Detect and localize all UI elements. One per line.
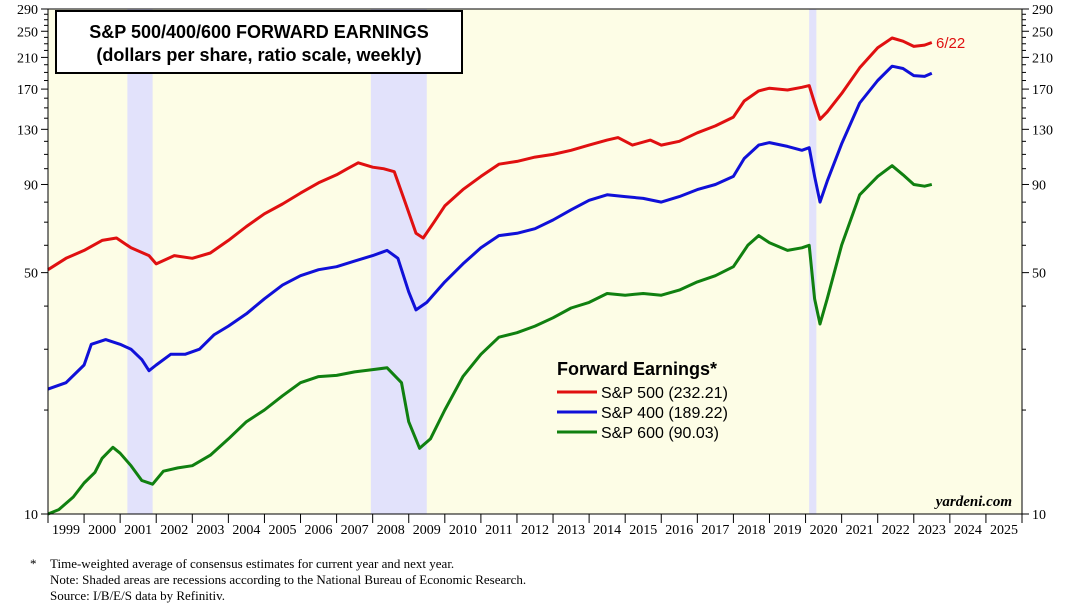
x-tick-label: 2017 <box>701 523 729 538</box>
legend-label: S&P 600 (90.03) <box>601 425 719 442</box>
x-tick-label: 2018 <box>737 523 765 538</box>
x-tick-label: 2025 <box>990 523 1018 538</box>
footnote-line-3: Source: I/B/E/S data by Refinitiv. <box>50 588 225 603</box>
series-line-s-p-600 <box>47 164 933 516</box>
y-tick-label-left: 50 <box>24 267 38 282</box>
y-tick-label-right: 170 <box>1032 83 1053 98</box>
recession-band-1 <box>127 9 153 514</box>
y-tick-label-left: 170 <box>17 83 38 98</box>
x-tick-label: 2006 <box>305 523 333 538</box>
x-tick-label: 2022 <box>882 523 910 538</box>
x-tick-label: 1999 <box>52 523 80 538</box>
x-tick-label: 2012 <box>521 523 549 538</box>
y-tick-label-right: 210 <box>1032 51 1053 66</box>
y-tick-label-left: 250 <box>17 25 38 40</box>
footnote-star: * <box>30 556 37 571</box>
x-tick-label: 2008 <box>377 523 405 538</box>
x-tick-label: 2016 <box>665 523 693 538</box>
y-tick-label-right: 50 <box>1032 267 1046 282</box>
x-tick-label: 2019 <box>774 523 802 538</box>
x-tick-label: 2011 <box>485 523 512 538</box>
x-tick-label: 2020 <box>810 523 838 538</box>
title-box: S&P 500/400/600 FORWARD EARNINGS (dollar… <box>55 10 463 74</box>
y-tick-label-left: 90 <box>24 178 38 193</box>
y-tick-label-left: 130 <box>17 123 38 138</box>
watermark: yardeni.com <box>934 494 1012 510</box>
plot-frame <box>47 8 1023 515</box>
y-tick-label-left: 290 <box>17 3 38 18</box>
x-tick-label: 2013 <box>557 523 585 538</box>
end-date-label: 6/22 <box>936 35 965 52</box>
plot-background <box>48 9 1022 514</box>
legend-title: Forward Earnings* <box>557 359 717 379</box>
x-tick-label: 2005 <box>268 523 296 538</box>
x-tick-label: 2010 <box>449 523 477 538</box>
x-tick-label: 2009 <box>413 523 441 538</box>
y-tick-label-right: 10 <box>1032 508 1046 523</box>
series-line-s-p-500 <box>47 36 933 271</box>
legend-label: S&P 400 (189.22) <box>601 405 728 422</box>
series-lines <box>47 36 933 516</box>
series-line-s-p-400 <box>47 64 933 391</box>
x-tick-label: 2007 <box>341 523 369 538</box>
y-tick-label-right: 130 <box>1032 123 1053 138</box>
x-tick-label: 2001 <box>124 523 152 538</box>
footnote-line-2: Note: Shaded areas are recessions accord… <box>50 572 527 587</box>
x-tick-label: 2014 <box>593 523 621 538</box>
chart-title: S&P 500/400/600 FORWARD EARNINGS <box>89 22 428 42</box>
x-tick-label: 2004 <box>232 523 260 538</box>
forward-earnings-chart: 10 10 50 50 90 90 130 130 170 170 210 210 250 250 290 2… <box>17 3 1053 538</box>
x-tick-label: 2023 <box>918 523 946 538</box>
y-tick-label-right: 250 <box>1032 25 1053 40</box>
y-tick-label-left: 210 <box>17 51 38 66</box>
x-tick-label: 2021 <box>846 523 874 538</box>
y-tick-label-right: 90 <box>1032 178 1046 193</box>
footnotes: * Time-weighted average of consensus esti… <box>30 556 526 604</box>
recession-band-3 <box>809 9 817 514</box>
x-tick-label: 2003 <box>196 523 224 538</box>
x-tick-label: 2000 <box>88 523 116 538</box>
y-tick-label-right: 290 <box>1032 3 1053 18</box>
x-tick-label: 2002 <box>160 523 188 538</box>
x-tick-label: 2024 <box>954 523 982 538</box>
y-tick-label-left: 10 <box>24 508 38 523</box>
recession-bands <box>127 9 817 514</box>
axis-ticks: 10 10 50 50 90 90 130 130 170 170 210 210 250 250 290 2… <box>17 3 1053 538</box>
legend-label: S&P 500 (232.21) <box>601 385 728 402</box>
legend: Forward Earnings* S&P 500 (232.21) S&P 40… <box>557 359 728 442</box>
footnote-line-1: Time-weighted average of consensus estim… <box>50 556 455 571</box>
x-tick-label: 2015 <box>629 523 657 538</box>
chart-subtitle: (dollars per share, ratio scale, weekly) <box>96 45 421 65</box>
